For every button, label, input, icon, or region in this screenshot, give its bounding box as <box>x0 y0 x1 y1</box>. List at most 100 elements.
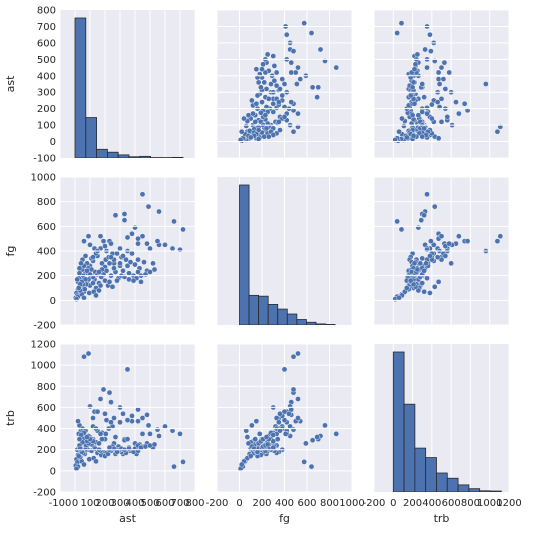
histogram-bar <box>249 295 259 325</box>
scatter-point <box>415 267 420 272</box>
scatter-point <box>114 251 119 256</box>
scatter-point <box>272 63 277 68</box>
y-tick-label: 400 <box>37 424 56 435</box>
scatter-point <box>280 76 285 81</box>
scatter-point <box>277 411 282 416</box>
scatter-point <box>395 30 400 35</box>
scatter-point <box>75 419 80 424</box>
scatter-point <box>144 412 149 417</box>
scatter-point <box>140 234 145 239</box>
scatter-point <box>177 431 182 436</box>
scatter-point <box>129 231 134 236</box>
scatter-point <box>427 253 432 258</box>
scatter-point <box>125 418 130 423</box>
scatter-point <box>277 86 282 91</box>
scatter-point <box>427 290 432 295</box>
scatter-point <box>395 219 400 224</box>
x-tick-label: 800 <box>320 498 339 509</box>
scatter-point <box>111 266 116 271</box>
scatter-point <box>140 192 145 197</box>
scatter-point <box>283 431 288 436</box>
scatter-point <box>424 276 429 281</box>
panel-ast-ast <box>60 10 195 158</box>
histogram-bar <box>268 304 278 325</box>
scatter-point <box>309 30 314 35</box>
x-tick-label: 600 <box>442 498 461 509</box>
scatter-point <box>152 267 157 272</box>
scatter-point <box>147 431 152 436</box>
scatter-point <box>424 192 429 197</box>
scatter-point <box>291 387 296 392</box>
y-tick-label: 1000 <box>31 173 56 184</box>
scatter-point <box>120 253 125 258</box>
scatter-point <box>424 65 429 70</box>
y-tick-label: 300 <box>37 88 56 99</box>
scatter-point <box>263 113 268 118</box>
scatter-point <box>429 116 434 121</box>
scatter-point <box>277 127 282 132</box>
scatter-point <box>415 52 420 57</box>
scatter-point <box>87 242 92 247</box>
scatter-point <box>78 446 83 451</box>
scatter-point <box>96 288 101 293</box>
scatter-point <box>259 99 264 104</box>
scatter-point <box>424 105 429 110</box>
scatter-point <box>276 119 281 124</box>
y-tick-label: 700 <box>37 22 56 33</box>
y-tick-label: 100 <box>37 121 56 132</box>
scatter-point <box>483 81 488 86</box>
scatter-point <box>436 136 441 141</box>
scatter-point <box>135 419 140 424</box>
scatter-point <box>141 260 146 265</box>
y-axis-label: trb <box>4 410 17 426</box>
scatter-point <box>264 126 269 131</box>
scatter-point <box>253 437 258 442</box>
y-tick-label: -100 <box>33 154 56 165</box>
scatter-point <box>282 114 287 119</box>
scatter-point <box>322 423 327 428</box>
scatter-point <box>315 95 320 100</box>
scatter-point <box>90 415 95 420</box>
scatter-point <box>256 80 261 85</box>
scatter-point <box>262 80 267 85</box>
scatter-point <box>420 256 425 261</box>
scatter-point <box>274 70 279 75</box>
scatter-point <box>108 420 113 425</box>
scatter-point <box>282 367 287 372</box>
scatter-point <box>447 241 452 246</box>
y-tick-label: 0 <box>50 466 56 477</box>
scatter-point <box>239 129 244 134</box>
scatter-point <box>424 247 429 252</box>
y-tick-label: 800 <box>37 197 56 208</box>
scatter-point <box>456 111 461 116</box>
histogram-bar <box>259 296 269 325</box>
histogram-bar <box>75 18 86 158</box>
scatter-point <box>443 86 448 91</box>
scatter-point <box>138 279 143 284</box>
scatter-point <box>131 278 136 283</box>
scatter-point <box>114 278 119 283</box>
scatter-point <box>254 67 259 72</box>
scatter-point <box>81 295 86 300</box>
scatter-point <box>83 253 88 258</box>
scatter-point <box>284 32 289 37</box>
scatter-point <box>249 423 254 428</box>
scatter-point <box>125 367 130 372</box>
scatter-point <box>465 239 470 244</box>
y-tick-label: 600 <box>37 38 56 49</box>
x-axis-label: trb <box>434 512 450 525</box>
scatter-point <box>76 453 81 458</box>
scatter-point <box>436 70 441 75</box>
scatter-point <box>408 278 413 283</box>
scatter-point <box>126 446 131 451</box>
scatter-point <box>422 268 427 273</box>
scatter-point <box>156 209 161 214</box>
scatter-point <box>399 21 404 26</box>
scatter-point <box>77 271 82 276</box>
scatter-point <box>99 437 104 442</box>
scatter-point <box>396 295 401 300</box>
histogram-bar <box>404 404 415 492</box>
scatter-point <box>453 99 458 104</box>
scatter-point <box>265 52 270 57</box>
